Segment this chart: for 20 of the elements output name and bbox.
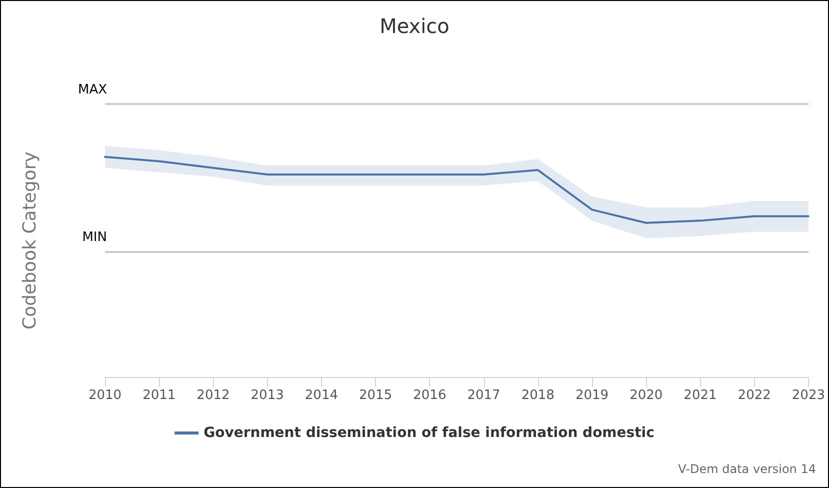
- x-tick-label: 2022: [738, 388, 771, 403]
- x-tick-label: 2021: [684, 388, 717, 403]
- ref-line-label: MIN: [82, 230, 107, 246]
- x-tick-label: 2018: [521, 388, 554, 403]
- y-axis-title: Codebook Category: [20, 151, 40, 330]
- x-tick-label: 2013: [250, 388, 284, 403]
- ref-line-label: MAX: [78, 82, 108, 98]
- text: V-Dem data version 14: [678, 462, 816, 476]
- legend-label: Government dissemination of false information domestic: [204, 425, 654, 441]
- x-tick-label: 2023: [792, 388, 826, 403]
- x-tick-label: 2012: [196, 388, 230, 403]
- x-tick-label: 2020: [630, 388, 663, 403]
- x-tick-label: 2010: [88, 388, 122, 403]
- x-tick-label: 2014: [304, 388, 338, 403]
- x-tick-label: 2015: [359, 388, 392, 403]
- x-tick-label: 2019: [575, 388, 609, 403]
- x-tick-label: 2011: [142, 388, 176, 403]
- chart-title: Mexico: [380, 14, 450, 38]
- x-tick-label: 2016: [413, 388, 446, 403]
- x-tick-label: 2017: [467, 388, 500, 403]
